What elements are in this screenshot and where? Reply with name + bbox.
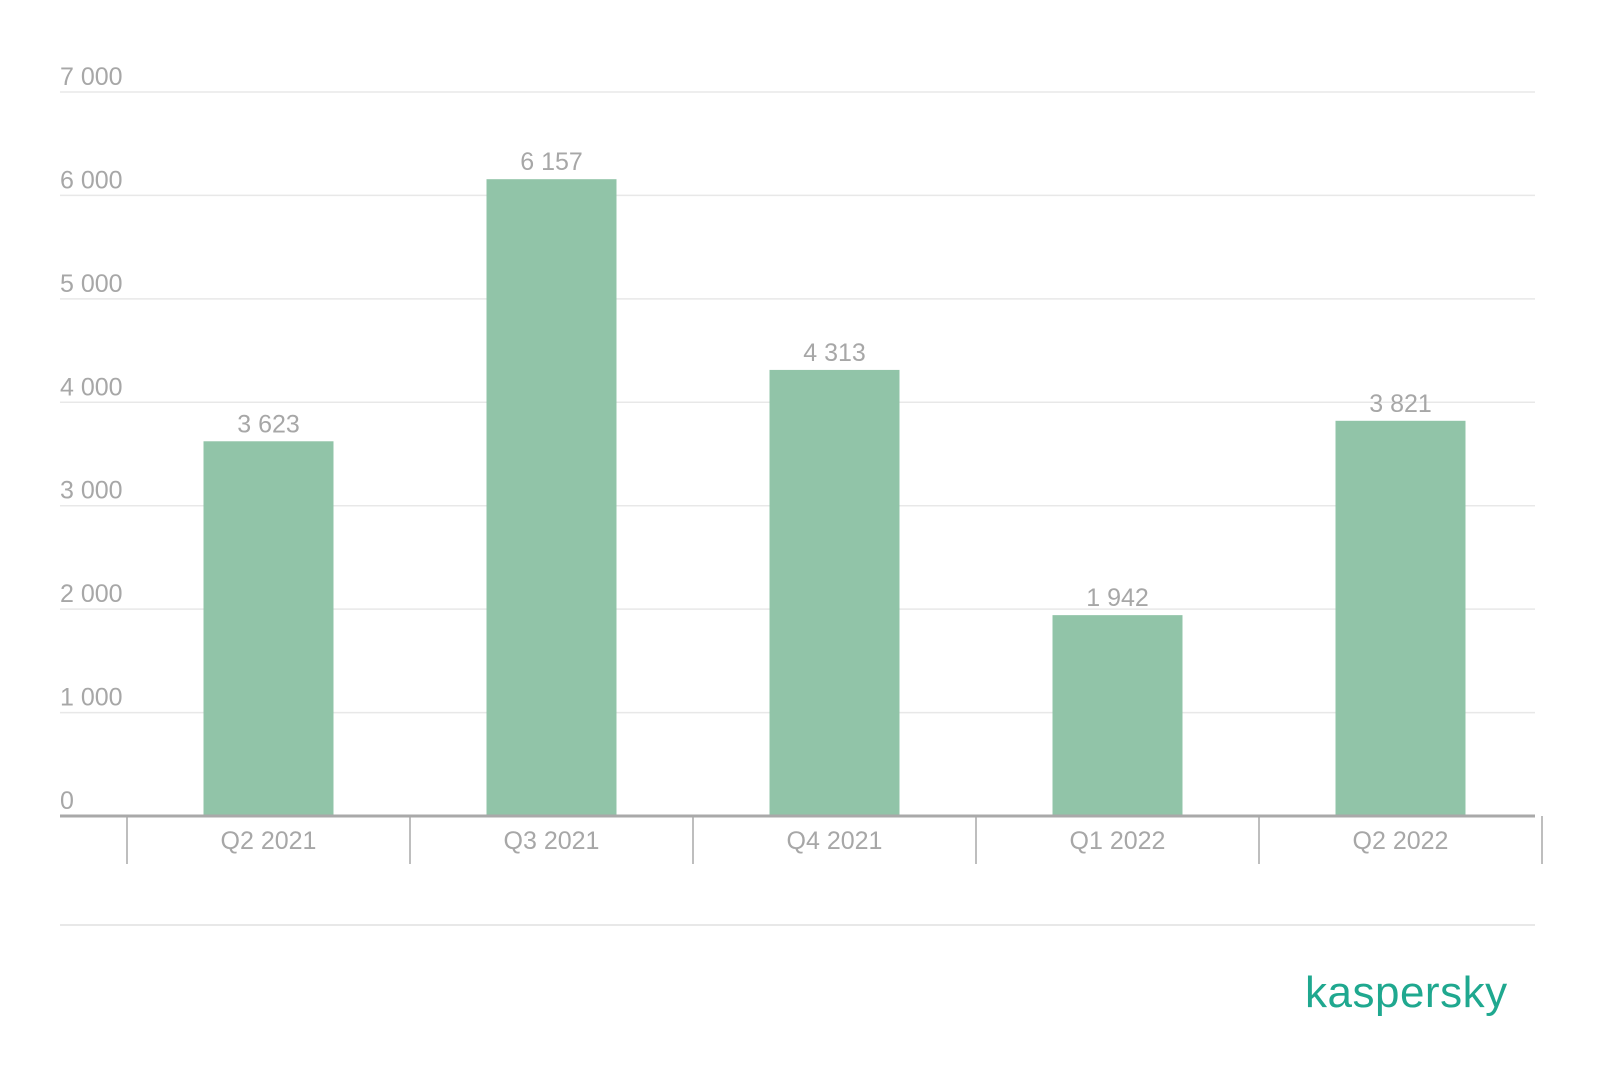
y-tick-label: 6 000 <box>60 166 123 194</box>
y-axis-tick-labels: 0 1 000 2 000 3 000 4 000 5 000 6 000 7 000 <box>60 63 123 815</box>
bar <box>1052 615 1183 816</box>
data-labels: 3 623 6 157 4 313 1 942 3 821 <box>237 148 1432 612</box>
x-tick-label: Q4 2021 <box>787 827 883 855</box>
y-tick-label: 4 000 <box>60 373 123 401</box>
x-tick-label: Q2 2021 <box>221 827 317 855</box>
x-tick-label: Q3 2021 <box>504 827 600 855</box>
y-tick-label: 3 000 <box>60 477 123 505</box>
y-tick-label: 1 000 <box>60 684 123 712</box>
bar <box>203 441 334 816</box>
data-label: 3 623 <box>237 410 300 438</box>
y-tick-label: 0 <box>60 787 74 815</box>
data-label: 6 157 <box>520 148 583 176</box>
bars <box>203 179 1466 816</box>
data-label: 3 821 <box>1369 390 1432 418</box>
bar <box>769 369 900 816</box>
data-label: 1 942 <box>1086 584 1149 612</box>
x-tick-label: Q2 2022 <box>1353 827 1449 855</box>
y-tick-label: 2 000 <box>60 580 123 608</box>
bar <box>1335 420 1466 816</box>
x-axis-category-labels: Q2 2021 Q3 2021 Q4 2021 Q1 2022 Q2 2022 <box>221 827 1449 855</box>
bar <box>486 179 617 816</box>
x-tick-label: Q1 2022 <box>1070 827 1166 855</box>
kaspersky-logo: kaspersky <box>1305 968 1508 1017</box>
x-axis <box>60 814 1543 864</box>
y-tick-label: 5 000 <box>60 270 123 298</box>
y-tick-label: 7 000 <box>60 63 123 91</box>
data-label: 4 313 <box>803 339 866 367</box>
